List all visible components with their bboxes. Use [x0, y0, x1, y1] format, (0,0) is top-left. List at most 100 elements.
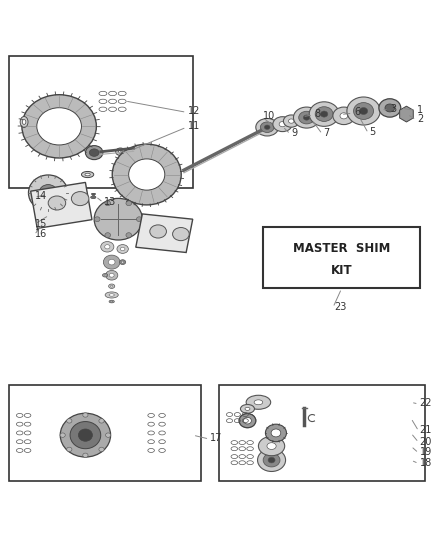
Ellipse shape	[109, 273, 114, 277]
Ellipse shape	[239, 414, 256, 427]
Text: 10: 10	[263, 111, 275, 121]
Ellipse shape	[120, 247, 125, 251]
Ellipse shape	[111, 301, 113, 302]
Ellipse shape	[299, 111, 314, 124]
Ellipse shape	[283, 115, 299, 127]
Ellipse shape	[28, 175, 68, 211]
Ellipse shape	[320, 111, 328, 117]
Ellipse shape	[105, 233, 110, 238]
Ellipse shape	[109, 300, 114, 303]
Ellipse shape	[99, 447, 104, 451]
Ellipse shape	[106, 270, 118, 280]
Text: 16: 16	[35, 229, 47, 239]
Ellipse shape	[173, 228, 189, 241]
Ellipse shape	[85, 146, 103, 159]
Text: 12: 12	[187, 107, 200, 116]
Ellipse shape	[48, 196, 66, 210]
Ellipse shape	[67, 447, 72, 451]
Ellipse shape	[263, 453, 280, 467]
Ellipse shape	[71, 191, 89, 206]
Ellipse shape	[109, 284, 115, 288]
Ellipse shape	[289, 119, 294, 123]
Text: 22: 22	[420, 398, 432, 408]
Ellipse shape	[83, 413, 88, 417]
Ellipse shape	[121, 261, 124, 263]
Ellipse shape	[60, 433, 65, 437]
Ellipse shape	[94, 198, 142, 240]
Text: 17: 17	[210, 433, 223, 443]
Ellipse shape	[265, 125, 270, 130]
Ellipse shape	[78, 429, 92, 441]
Ellipse shape	[279, 122, 286, 127]
Ellipse shape	[267, 443, 276, 449]
Ellipse shape	[347, 97, 380, 125]
Ellipse shape	[81, 172, 94, 177]
Ellipse shape	[103, 255, 120, 269]
Ellipse shape	[95, 217, 100, 222]
Ellipse shape	[315, 107, 333, 122]
Text: 20: 20	[420, 437, 432, 447]
Ellipse shape	[379, 99, 401, 117]
Ellipse shape	[245, 407, 250, 410]
Ellipse shape	[258, 449, 286, 472]
Ellipse shape	[91, 196, 96, 199]
Text: 2: 2	[417, 115, 424, 124]
Ellipse shape	[37, 108, 81, 145]
Text: 19: 19	[420, 447, 432, 457]
Ellipse shape	[126, 201, 132, 206]
Text: 14: 14	[35, 191, 47, 201]
Ellipse shape	[110, 285, 113, 287]
Text: KIT: KIT	[331, 263, 353, 277]
Ellipse shape	[105, 245, 110, 249]
Ellipse shape	[359, 108, 367, 115]
Text: MASTER  SHIM: MASTER SHIM	[293, 242, 390, 255]
Text: 1: 1	[417, 104, 424, 115]
Ellipse shape	[99, 419, 104, 423]
Ellipse shape	[303, 115, 310, 120]
Ellipse shape	[254, 400, 263, 405]
Ellipse shape	[150, 225, 166, 238]
Ellipse shape	[105, 292, 118, 298]
Ellipse shape	[340, 113, 348, 119]
Ellipse shape	[258, 437, 285, 456]
Ellipse shape	[89, 149, 99, 156]
Ellipse shape	[108, 260, 115, 265]
Ellipse shape	[353, 102, 374, 119]
Ellipse shape	[129, 159, 165, 190]
Bar	[9, 385, 201, 481]
Ellipse shape	[256, 118, 279, 136]
Ellipse shape	[39, 184, 57, 201]
Ellipse shape	[101, 241, 114, 252]
Ellipse shape	[116, 148, 125, 156]
Text: 3: 3	[390, 104, 396, 114]
Text: 13: 13	[104, 197, 117, 207]
Ellipse shape	[83, 453, 88, 457]
Ellipse shape	[117, 245, 128, 253]
Text: 6: 6	[354, 107, 360, 117]
Ellipse shape	[260, 122, 274, 133]
Ellipse shape	[333, 107, 355, 125]
Ellipse shape	[20, 117, 28, 127]
Ellipse shape	[105, 201, 110, 206]
Ellipse shape	[22, 95, 96, 158]
Ellipse shape	[44, 189, 53, 197]
Ellipse shape	[265, 424, 286, 442]
Ellipse shape	[106, 433, 111, 437]
Ellipse shape	[271, 429, 281, 437]
Bar	[219, 385, 425, 481]
Ellipse shape	[240, 405, 254, 413]
Bar	[263, 227, 420, 288]
Ellipse shape	[244, 417, 251, 424]
Text: 23: 23	[334, 302, 346, 312]
Polygon shape	[136, 214, 193, 253]
Ellipse shape	[112, 144, 181, 205]
Ellipse shape	[102, 273, 108, 277]
Ellipse shape	[309, 102, 339, 126]
Text: 8: 8	[314, 109, 321, 119]
Ellipse shape	[127, 150, 132, 154]
Ellipse shape	[67, 419, 72, 423]
Ellipse shape	[118, 150, 123, 154]
Text: 18: 18	[420, 458, 432, 468]
Text: 7: 7	[323, 128, 329, 139]
Ellipse shape	[126, 233, 131, 238]
